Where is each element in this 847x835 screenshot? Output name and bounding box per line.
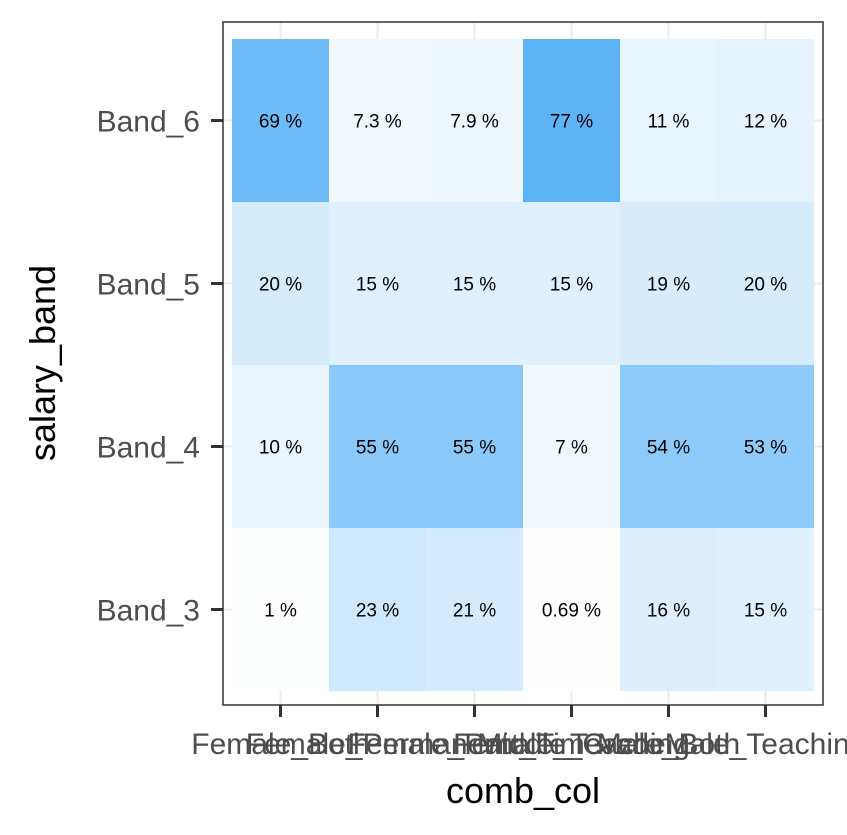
heatmap-cell (329, 365, 426, 528)
heatmap-cell (717, 39, 814, 202)
x-tick-label: Male_Both (597, 728, 740, 761)
heatmap-cell (717, 202, 814, 365)
x-tick-label: Female_Both (191, 728, 369, 761)
y-tick-label: Band_6 (97, 106, 200, 139)
x-axis: Female_BothFemale_PermanentFemale_Part_T… (191, 705, 847, 761)
y-tick-label: Band_3 (97, 595, 200, 628)
cell-label: 77 % (550, 112, 593, 133)
heatmap-cell (426, 202, 523, 365)
cell-label: 55 % (453, 438, 496, 459)
heatmap-cell (620, 528, 717, 691)
heatmap-cell (717, 528, 814, 691)
x-tick-label: Female_Permanent (246, 728, 510, 761)
cell-label: 15 % (744, 601, 787, 622)
cell-label: 21 % (453, 601, 496, 622)
cell-label: 1 % (264, 601, 297, 622)
y-tick-label: Band_5 (97, 269, 200, 302)
cell-label: 7 % (555, 438, 588, 459)
cell-label: 7.3 % (353, 112, 402, 133)
y-tick-label: Band_4 (97, 432, 200, 465)
heatmap-cell (426, 365, 523, 528)
heatmap-cell (523, 528, 620, 691)
heatmap-cell-labels: 1 % 23 % 21 % 0.69 % 16 % 15 % 10 % 55 % 55 % 7 %… (259, 112, 787, 622)
cell-label: 20 % (259, 275, 302, 296)
heatmap-cell (620, 202, 717, 365)
cell-label: 23 % (356, 601, 399, 622)
cell-label: 20 % (744, 275, 787, 296)
cell-label: 16 % (647, 601, 690, 622)
cell-label: 10 % (259, 438, 302, 459)
heatmap-cell (523, 39, 620, 202)
cell-label: 15 % (356, 275, 399, 296)
heatmap-cell (717, 365, 814, 528)
cell-label: 69 % (259, 112, 302, 133)
heatmap-cell (523, 202, 620, 365)
cell-label: 11 % (648, 112, 690, 133)
cell-label: 55 % (356, 438, 399, 459)
y-axis: Band_3 Band_4 Band_5 Band_6 (97, 106, 223, 628)
heatmap-cell (620, 39, 717, 202)
panel-border (222, 21, 824, 706)
cell-label: 7.9 % (450, 112, 499, 133)
heatmap-cell (620, 365, 717, 528)
heatmap-cell (329, 39, 426, 202)
heatmap-cell (232, 202, 329, 365)
heatmap-cell (232, 528, 329, 691)
x-tick-label: Female_Teaching (453, 728, 690, 761)
heatmap-cell (426, 528, 523, 691)
cell-label: 12 % (744, 112, 787, 133)
heatmap-cell (523, 365, 620, 528)
heatmap-cells (232, 39, 814, 691)
x-tick-label: Middle_Grade (477, 728, 665, 761)
heatmap-cell (426, 39, 523, 202)
x-tick-label: Female_Part_Time (348, 728, 602, 761)
cell-label: 15 % (550, 275, 593, 296)
x-axis-title: comb_col (446, 770, 600, 811)
cell-label: 53 % (744, 438, 787, 459)
y-axis-title: salary_band (22, 265, 63, 461)
heatmap-cell (329, 528, 426, 691)
heatmap-cell (329, 202, 426, 365)
cell-label: 19 % (647, 275, 690, 296)
cell-label: 0.69 % (542, 601, 601, 622)
heatmap-cell (232, 39, 329, 202)
heatmap-cell (232, 365, 329, 528)
cell-label: 54 % (647, 438, 690, 459)
x-tick-label: Male_Teaching (665, 728, 847, 761)
cell-label: 15 % (453, 275, 496, 296)
